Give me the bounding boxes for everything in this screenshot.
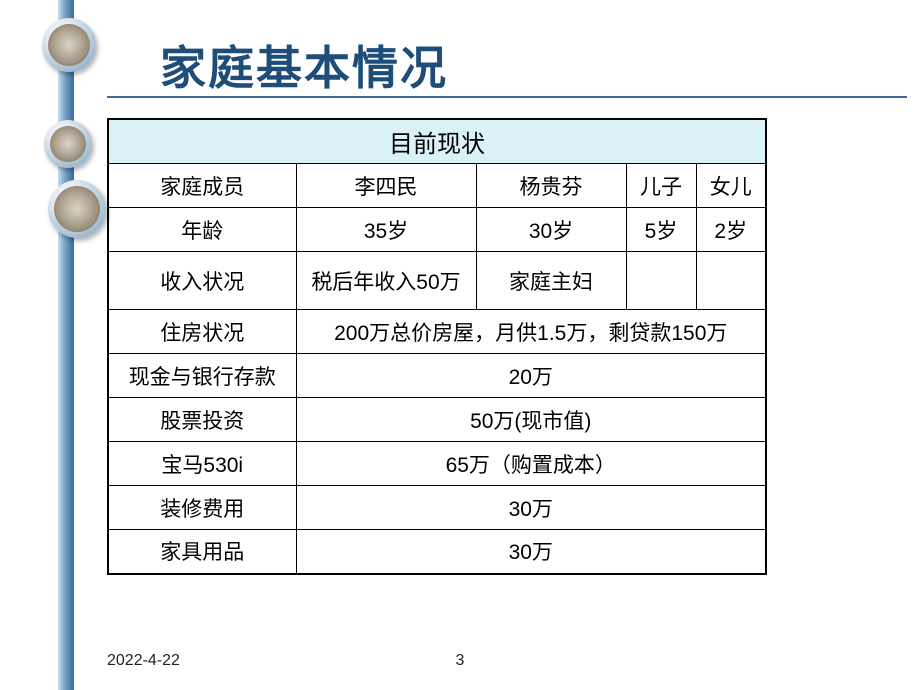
- cell: 儿子: [626, 164, 696, 208]
- cell: 2岁: [696, 208, 766, 252]
- cell: 女儿: [696, 164, 766, 208]
- table-header: 目前现状: [108, 119, 766, 164]
- row-label: 现金与银行存款: [108, 354, 296, 398]
- table-row: 宝马530i 65万（购置成本）: [108, 442, 766, 486]
- table-row: 住房状况 200万总价房屋，月供1.5万，剩贷款150万: [108, 310, 766, 354]
- cell: 杨贵芬: [476, 164, 626, 208]
- decorative-icon-1: [42, 18, 96, 72]
- row-label: 家庭成员: [108, 164, 296, 208]
- footer-date: 2022-4-22: [107, 652, 180, 670]
- row-label: 收入状况: [108, 252, 296, 310]
- decorative-icon-2: [44, 120, 92, 168]
- cell: [696, 252, 766, 310]
- family-table: 目前现状 家庭成员 李四民 杨贵芬 儿子 女儿 年龄 35岁 30岁 5岁 2岁…: [107, 118, 767, 575]
- cell-merged: 50万(现市值): [296, 398, 766, 442]
- decorative-icon-3: [48, 180, 106, 238]
- row-label: 宝马530i: [108, 442, 296, 486]
- cell: [626, 252, 696, 310]
- left-accent-bar: [58, 0, 74, 690]
- table-row: 收入状况 税后年收入50万 家庭主妇: [108, 252, 766, 310]
- family-table-wrap: 目前现状 家庭成员 李四民 杨贵芬 儿子 女儿 年龄 35岁 30岁 5岁 2岁…: [107, 118, 767, 575]
- page-title: 家庭基本情况: [160, 32, 448, 98]
- row-label: 年龄: [108, 208, 296, 252]
- footer-page: 3: [456, 652, 465, 670]
- cell: 税后年收入50万: [296, 252, 476, 310]
- cell: 35岁: [296, 208, 476, 252]
- table-row: 家庭成员 李四民 杨贵芬 儿子 女儿: [108, 164, 766, 208]
- row-label: 股票投资: [108, 398, 296, 442]
- table-row: 家具用品 30万: [108, 530, 766, 574]
- cell-merged: 20万: [296, 354, 766, 398]
- table-row: 股票投资 50万(现市值): [108, 398, 766, 442]
- row-label: 住房状况: [108, 310, 296, 354]
- row-label: 装修费用: [108, 486, 296, 530]
- table-row: 年龄 35岁 30岁 5岁 2岁: [108, 208, 766, 252]
- cell: 5岁: [626, 208, 696, 252]
- cell-merged: 30万: [296, 530, 766, 574]
- cell-merged: 200万总价房屋，月供1.5万，剩贷款150万: [296, 310, 766, 354]
- table-row: 现金与银行存款 20万: [108, 354, 766, 398]
- cell: 李四民: [296, 164, 476, 208]
- cell: 家庭主妇: [476, 252, 626, 310]
- cell-merged: 65万（购置成本）: [296, 442, 766, 486]
- row-label: 家具用品: [108, 530, 296, 574]
- cell: 30岁: [476, 208, 626, 252]
- cell-merged: 30万: [296, 486, 766, 530]
- table-row: 装修费用 30万: [108, 486, 766, 530]
- title-underline: [107, 96, 907, 98]
